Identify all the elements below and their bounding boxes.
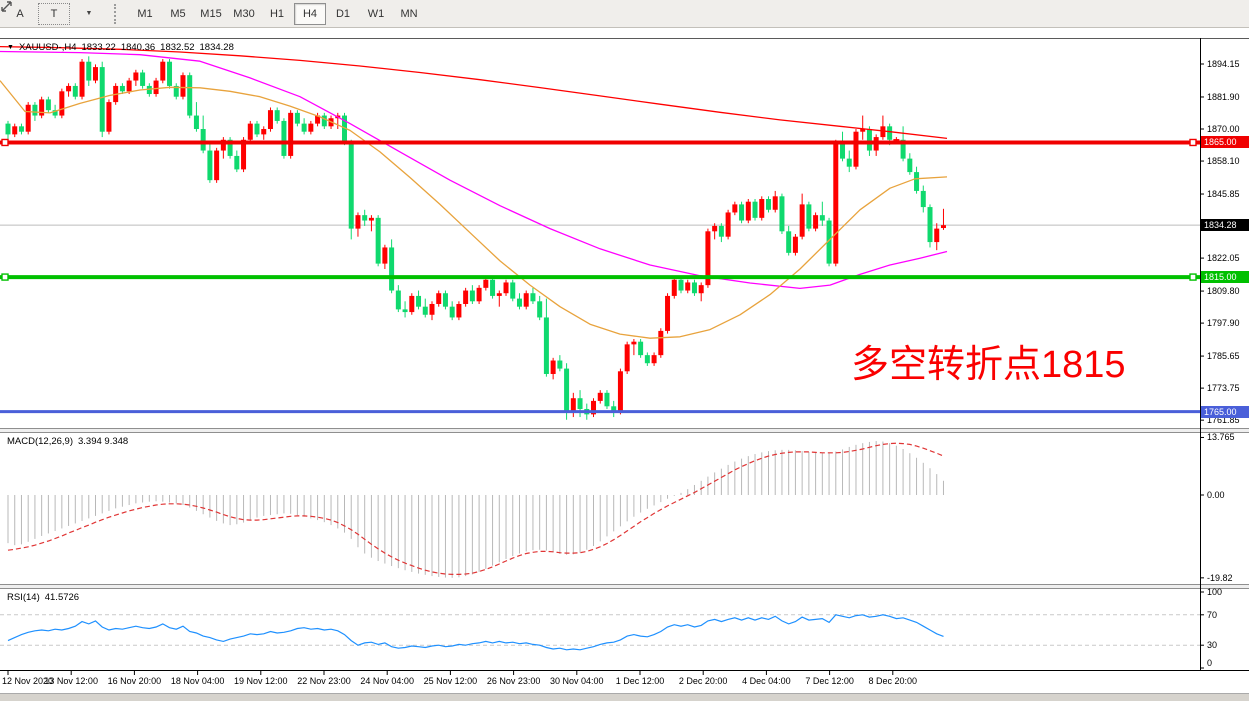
timeframe-button-h4[interactable]: H4	[294, 2, 326, 25]
rsi-label: RSI(14)	[7, 592, 40, 603]
time-axis-label: 22 Nov 23:00	[297, 676, 351, 686]
price-axis-label: 1870.00	[1207, 124, 1240, 134]
time-axis-label: 30 Nov 04:00	[550, 676, 604, 686]
rsi-axis-label: 100	[1207, 587, 1223, 597]
time-axis-label: 13 Nov 12:00	[44, 676, 98, 686]
price-axis-label: 1881.90	[1207, 91, 1240, 102]
low-value: 1832.52	[160, 42, 195, 53]
price-badge-1815.00: 1815.00	[1201, 271, 1249, 284]
axis-ticks	[7, 63, 1204, 675]
timeframe-button-m5[interactable]: M5	[170, 7, 186, 20]
turning-point-annotation: 多空转折点1815	[851, 344, 1126, 386]
price-axis-label: 1797.90	[1207, 318, 1240, 329]
time-axis-label: 19 Nov 12:00	[234, 676, 288, 686]
time-axis-label: 4 Dec 04:00	[742, 676, 791, 686]
time-axis-label: 7 Dec 12:00	[805, 676, 854, 686]
rsi-layer	[0, 614, 1200, 651]
time-axis-label: 1 Dec 12:00	[615, 676, 665, 686]
macd-label: MACD(12,26,9)	[7, 436, 73, 447]
high-value: 1840.36	[120, 42, 156, 53]
macd-axis-label: 0.00	[1207, 490, 1225, 500]
rsi-axis-label: 70	[1207, 609, 1218, 620]
symbol-period-label: XAUUSD-,H4	[18, 42, 77, 53]
toolbar-separator	[114, 3, 122, 24]
timeframe-button-m15[interactable]: M15	[200, 7, 222, 20]
text-tool-button[interactable]: T	[38, 2, 70, 25]
toolbar: A T ▼ M1 M5 M15 M30 H1 H4 D1 W1 MN	[0, 0, 1249, 28]
pane-borders	[0, 38, 1249, 671]
price-axis-label: 1845.85	[1207, 189, 1240, 200]
rsi-line	[7, 614, 944, 651]
timeframe-button-m1[interactable]: M1	[137, 7, 153, 20]
horizontal-lines	[0, 138, 1200, 414]
rsi-value: 41.5726	[44, 592, 80, 603]
time-axis-label: 18 Nov 04:00	[170, 676, 225, 686]
time-axis-label: 2 Dec 20:00	[678, 676, 728, 686]
price-axis-label: 1858.10	[1207, 156, 1240, 167]
macd-axis-label: 13.765	[1207, 432, 1235, 443]
symbol-dropdown-icon[interactable]: ▼	[7, 44, 14, 51]
rsi-axis-label: 0	[1207, 658, 1213, 668]
open-value: 1833.22	[81, 42, 116, 53]
time-axis-label: 16 Nov 20:00	[107, 676, 162, 686]
window-bottom-strip	[0, 693, 1249, 701]
time-axis-label: 26 Nov 23:00	[486, 676, 541, 686]
price-badge-1765.00: 1765.00	[1201, 405, 1249, 418]
timeframe-bar: M1 M5 M15 M30 H1 H4 D1 W1 MN	[129, 2, 425, 25]
chevron-down-icon: ▼	[85, 10, 93, 17]
price-axis-label: 1809.80	[1207, 286, 1240, 297]
close-value: 1834.28	[199, 42, 234, 53]
ma-slow-red	[0, 45, 948, 140]
price-axis-label: 1894.15	[1207, 59, 1240, 69]
price-badge-1865.00: 1865.00	[1201, 136, 1249, 149]
timeframe-button-w1[interactable]: W1	[367, 7, 385, 20]
rsi-pane-label: RSI(14) 41.5726	[7, 592, 79, 603]
price-axis-label: 1785.65	[1207, 351, 1240, 362]
time-axis-label: 25 Nov 12:00	[423, 676, 478, 686]
chart-title: ▼ XAUUSD-,H4 1833.22 1840.36 1832.52 183…	[7, 42, 234, 53]
macd-layer	[7, 441, 944, 578]
arrange-windows-button[interactable]: A	[16, 7, 24, 20]
price-axis-label: 1773.75	[1207, 383, 1240, 394]
timeframe-button-h1[interactable]: H1	[269, 7, 285, 20]
ma-medium-magenta-layer	[0, 50, 948, 290]
time-axis-label: 8 Dec 20:00	[868, 676, 918, 686]
time-axis-label: 24 Nov 04:00	[360, 676, 414, 686]
timeframe-button-mn[interactable]: MN	[400, 7, 418, 20]
ma-medium-magenta	[0, 50, 948, 290]
price-axis-label: 1822.05	[1207, 253, 1240, 264]
price-axis-label: 1761.85	[1207, 415, 1240, 426]
ma-slow-red-layer	[0, 45, 948, 140]
macd-pane-label: MACD(12,26,9) 3.394 9.348	[7, 436, 128, 447]
macd-signal-line	[7, 442, 944, 575]
cursor-tool-button[interactable]: ▼	[1, 1, 104, 25]
time-axis-label: 12 Nov 2020	[2, 676, 54, 686]
candles-layer	[5, 56, 946, 420]
timeframe-button-d1[interactable]: D1	[335, 7, 351, 20]
rsi-axis-label: 30	[1207, 640, 1218, 651]
timeframe-button-m30[interactable]: M30	[233, 7, 255, 20]
macd-axis-label: -19.82	[1207, 572, 1233, 583]
price-badge-1834.28: 1834.28	[1201, 219, 1249, 232]
macd-values: 3.394 9.348	[78, 436, 129, 447]
